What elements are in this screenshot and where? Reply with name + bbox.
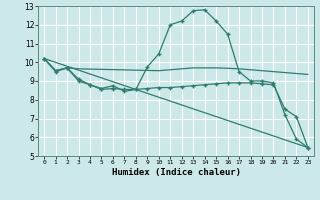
X-axis label: Humidex (Indice chaleur): Humidex (Indice chaleur): [111, 168, 241, 177]
